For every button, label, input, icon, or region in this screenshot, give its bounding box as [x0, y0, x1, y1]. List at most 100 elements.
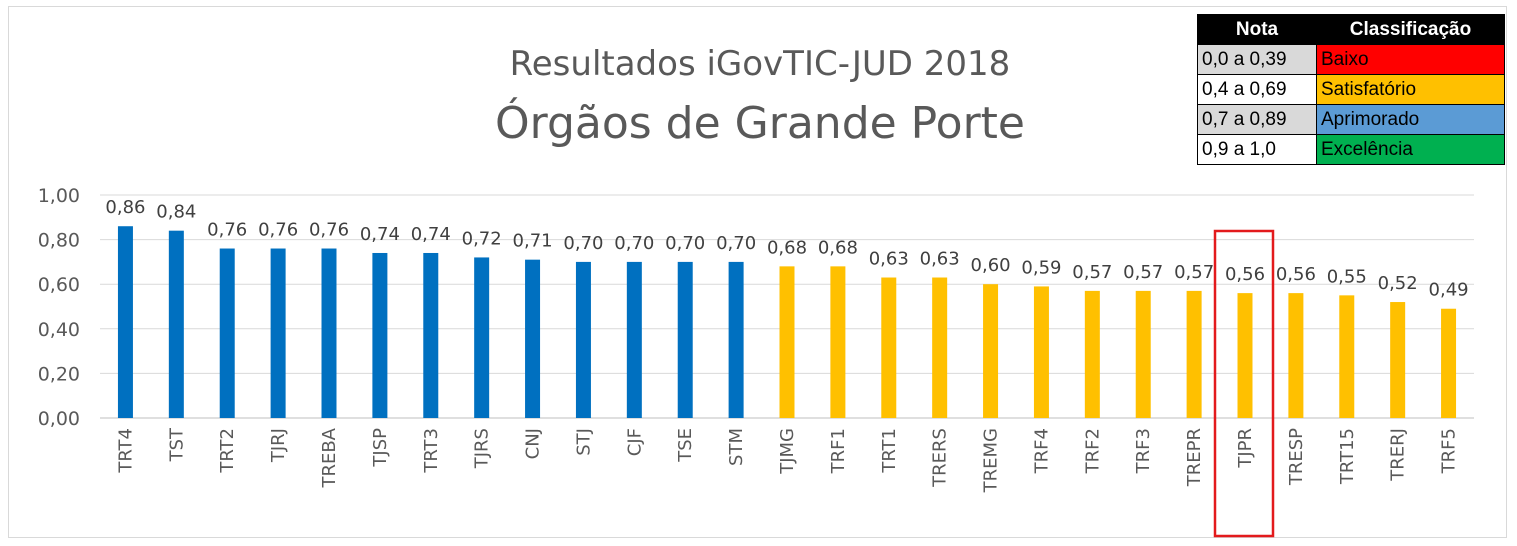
bar-trf5 [1441, 308, 1457, 418]
bar-cjf [626, 261, 642, 418]
x-tick-label-trepr: TREPR [1184, 428, 1205, 487]
bar-tjpr [1237, 293, 1253, 418]
x-tick-label-trt3: TRT3 [421, 428, 442, 474]
x-tick-label-stj: STJ [573, 428, 594, 456]
data-label-tresp: 0,56 [1276, 264, 1316, 285]
bar-trf4 [1033, 286, 1049, 418]
x-axis-ticks: TRT4 TST TRT2 TJRJ TREBA TJSP TRT3 TJRS CNJ STJ CJ… [115, 427, 1459, 493]
bar-trt15 [1339, 295, 1355, 418]
bar-tse [677, 261, 693, 418]
y-tick-label: 0,80 [38, 230, 80, 252]
x-tick-label-trf1: TRF1 [828, 428, 849, 474]
data-label-cnj: 0,71 [513, 231, 553, 252]
legend-range-aprimorado: 0,7 a 0,89 [1197, 104, 1317, 135]
data-label-stj: 0,70 [563, 233, 603, 254]
y-tick-label: 0,20 [38, 363, 80, 385]
bar-tjrj [270, 248, 286, 418]
y-tick-label: 0,60 [38, 274, 80, 296]
x-tick-label-stm: STM [726, 428, 747, 466]
x-tick-label-tjrj: TJRJ [268, 428, 289, 463]
bar-trerj [1390, 302, 1406, 418]
legend-range-satisfatorio: 0,4 a 0,69 [1197, 74, 1317, 105]
bar-treba [321, 248, 337, 418]
bar-trers [932, 277, 948, 418]
bar-tresp [1288, 293, 1304, 418]
bar-trt3 [423, 252, 439, 418]
data-label-trt3: 0,74 [411, 224, 451, 245]
x-tick-label-tjpr: TJPR [1235, 428, 1256, 469]
x-tick-label-trerj: TRERJ [1388, 428, 1409, 482]
legend-label-baixo: Baixo [1316, 44, 1505, 75]
legend-label-excelencia: Excelência [1316, 134, 1505, 165]
legend-label-satisfatorio: Satisfatório [1316, 74, 1505, 105]
data-label-tjmg: 0,68 [767, 237, 807, 258]
x-tick-label-trt15: TRT15 [1337, 428, 1358, 485]
x-tick-label-tjsp: TJSP [370, 428, 391, 468]
data-label-tst: 0,84 [156, 202, 196, 223]
data-label-tjsp: 0,74 [360, 224, 400, 245]
x-tick-label-tst: TST [166, 427, 187, 462]
data-label-stm: 0,70 [716, 233, 756, 254]
y-tick-label: 1,00 [38, 185, 80, 207]
bar-trf3 [1135, 290, 1151, 418]
bar-stj [575, 261, 591, 418]
bar-stm [728, 261, 744, 418]
bar-trt4 [117, 226, 133, 418]
x-tick-label-cjf: CJF [624, 428, 645, 456]
data-label-trf1: 0,68 [818, 237, 858, 258]
data-label-trf5: 0,49 [1429, 280, 1469, 301]
data-label-tse: 0,70 [665, 233, 705, 254]
x-tick-label-trf2: TRF2 [1082, 428, 1103, 474]
bar-tjsp [372, 252, 388, 418]
x-tick-label-tjrs: TJRS [472, 428, 493, 469]
x-tick-label-trt1: TRT1 [879, 428, 900, 474]
x-tick-label-treba: TREBA [319, 427, 340, 488]
data-label-trt2: 0,76 [207, 220, 247, 241]
y-tick-label: 0,40 [38, 319, 80, 341]
bar-trepr [1186, 290, 1202, 418]
bar-trf1 [830, 266, 846, 418]
x-tick-label-tse: TSE [675, 428, 696, 463]
data-label-trers: 0,63 [920, 249, 960, 270]
x-tick-label-trf5: TRF5 [1439, 428, 1460, 474]
chart-frame [8, 6, 1507, 538]
x-tick-label-trf4: TRF4 [1031, 428, 1052, 474]
data-label-tjrs: 0,72 [462, 228, 502, 249]
data-label-trf4: 0,59 [1021, 257, 1061, 278]
data-label-treba: 0,76 [309, 220, 349, 241]
legend-header-nota: Nota [1197, 14, 1317, 45]
y-axis-ticks: 0,00 0,20 0,40 0,60 0,80 1,00 [38, 185, 80, 430]
legend-header-classificacao: Classificação [1316, 14, 1505, 45]
x-tick-label-trt2: TRT2 [217, 428, 238, 474]
legend-range-excelencia: 0,9 a 1,0 [1197, 134, 1317, 165]
x-tick-label-tremg: TREMG [981, 428, 1002, 493]
data-label-cjf: 0,70 [614, 233, 654, 254]
legend-label-aprimorado: Aprimorado [1316, 104, 1505, 135]
x-tick-label-trf3: TRF3 [1133, 428, 1154, 474]
tjpr-highlight-box [1213, 229, 1275, 538]
x-tick-label-trers: TRERS [930, 428, 951, 488]
bar-trf2 [1084, 290, 1100, 418]
data-label-trf2: 0,57 [1072, 262, 1112, 283]
bar-tremg [983, 284, 999, 418]
chart-title: Resultados iGovTIC-JUD 2018 [510, 44, 1011, 84]
bar-trt1 [881, 277, 897, 418]
bar-cnj [525, 259, 541, 418]
classification-legend: Nota Classificação 0,0 a 0,39 Baixo 0,4 … [1197, 14, 1505, 165]
x-tick-label-cnj: CNJ [523, 428, 544, 459]
data-label-trf3: 0,57 [1123, 262, 1163, 283]
bar-tjrs [474, 257, 490, 418]
legend-range-baixo: 0,0 a 0,39 [1197, 44, 1317, 75]
bar-trt2 [219, 248, 235, 418]
data-label-trerj: 0,52 [1378, 273, 1418, 294]
bar-tjmg [779, 266, 795, 418]
data-label-trt15: 0,55 [1327, 266, 1367, 287]
data-label-trt1: 0,63 [869, 249, 909, 270]
data-labels: 0,86 0,84 0,76 0,76 0,76 0,74 0,74 0,72 0,71 0,70… [105, 197, 1468, 301]
y-tick-label: 0,00 [38, 408, 80, 430]
data-label-tjrj: 0,76 [258, 220, 298, 241]
data-label-tremg: 0,60 [971, 255, 1011, 276]
bar-tst [168, 230, 184, 418]
x-tick-label-tjmg: TJMG [777, 428, 798, 475]
